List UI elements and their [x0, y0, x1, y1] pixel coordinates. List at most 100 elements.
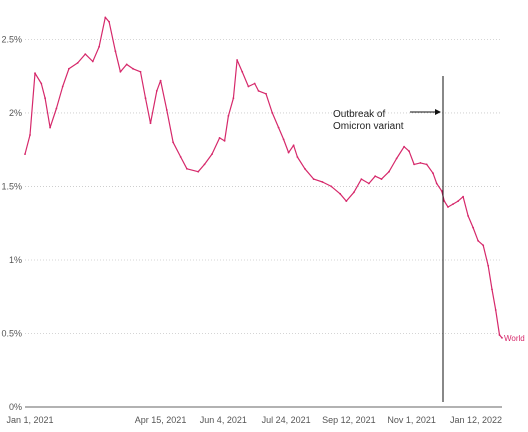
annotation-label: Omicron variant: [333, 121, 404, 132]
data-point: [419, 162, 422, 164]
data-point: [482, 244, 485, 247]
data-point: [452, 203, 454, 206]
data-point: [24, 153, 26, 156]
y-tick-label: 0%: [9, 402, 22, 412]
x-tick-label: Jan 1, 2021: [6, 415, 53, 425]
x-tick-label: Jan 12, 2022: [450, 415, 502, 425]
data-point: [114, 50, 117, 53]
data-point: [179, 156, 182, 158]
data-point: [257, 90, 260, 92]
data-point: [472, 226, 474, 229]
data-point: [203, 163, 206, 166]
data-point: [425, 163, 428, 166]
data-point: [435, 182, 438, 185]
data-point: [292, 144, 295, 147]
data-point: [462, 195, 464, 198]
data-point: [432, 172, 434, 175]
y-axis-tick-labels: 0% 0.5% 1% 1.5% 2% 2.5%: [1, 34, 22, 412]
data-point: [236, 59, 239, 61]
data-point: [408, 150, 410, 153]
data-point: [296, 156, 299, 158]
data-point: [98, 45, 100, 48]
data-point: [403, 145, 405, 148]
data-point: [61, 85, 64, 88]
data-point: [29, 134, 31, 136]
x-tick-label: Apr 15, 2021: [135, 415, 187, 425]
data-point: [232, 97, 235, 100]
data-point: [197, 170, 200, 173]
data-point: [149, 122, 152, 125]
data-point: [282, 138, 285, 141]
data-point: [91, 60, 94, 63]
data-point: [108, 20, 110, 23]
data-point: [76, 62, 79, 64]
data-point: [186, 167, 188, 170]
data-point: [227, 115, 230, 117]
data-point: [49, 126, 51, 129]
data-point: [247, 85, 250, 88]
data-point: [211, 153, 213, 156]
data-point: [159, 79, 162, 82]
data-point: [443, 200, 446, 203]
x-tick-label: Jun 4, 2021: [200, 415, 247, 425]
x-tick-label: Nov 1, 2021: [387, 415, 436, 425]
x-tick-label: Jul 24, 2021: [262, 415, 311, 425]
data-point: [477, 239, 479, 242]
data-point: [44, 97, 46, 100]
data-point: [330, 185, 333, 188]
data-point: [345, 200, 348, 203]
data-point: [501, 337, 503, 339]
y-tick-label: 2.5%: [1, 34, 22, 44]
data-point: [218, 137, 221, 139]
y-tick-label: 1%: [9, 255, 22, 265]
data-point: [277, 126, 280, 129]
data-point: [498, 334, 501, 336]
data-point: [265, 92, 267, 95]
data-point: [368, 182, 370, 185]
y-tick-label: 0.5%: [1, 328, 22, 338]
data-point: [353, 191, 355, 194]
data-point: [55, 107, 58, 110]
data-point: [139, 70, 142, 73]
data-point: [165, 109, 168, 111]
data-point: [34, 72, 36, 75]
series-world: World: [24, 16, 525, 343]
data-point: [287, 151, 290, 154]
data-point: [172, 141, 175, 144]
gridlines: [25, 39, 502, 334]
series-layer: World: [24, 16, 525, 343]
data-point: [339, 192, 341, 195]
data-point: [487, 264, 490, 267]
data-point: [125, 63, 128, 66]
data-point: [440, 190, 443, 192]
data-point: [388, 170, 390, 173]
data-point: [271, 112, 274, 114]
y-tick-label: 2%: [9, 108, 22, 118]
data-point: [132, 67, 134, 70]
data-point: [241, 70, 244, 73]
data-point: [104, 16, 107, 19]
data-point: [413, 163, 415, 166]
y-tick-label: 1.5%: [1, 181, 22, 191]
data-point: [40, 82, 43, 85]
data-point: [360, 178, 363, 181]
data-point: [494, 309, 497, 311]
data-point: [321, 181, 324, 183]
x-tick-label: Sep 12, 2021: [322, 415, 376, 425]
data-point: [395, 157, 398, 160]
data-point: [380, 178, 383, 181]
annotation-label: Outbreak of: [333, 109, 385, 120]
data-point: [68, 67, 70, 70]
data-point: [467, 215, 469, 217]
data-point: [144, 97, 147, 100]
data-point: [119, 70, 122, 73]
data-point: [447, 206, 449, 208]
x-axis: Jan 1, 2021 Apr 15, 2021 Jun 4, 2021 Jul 24…: [6, 406, 502, 425]
series-label: World: [504, 334, 525, 343]
data-point: [155, 90, 158, 92]
data-point: [457, 200, 459, 203]
data-point: [312, 178, 315, 181]
data-point: [374, 175, 377, 178]
